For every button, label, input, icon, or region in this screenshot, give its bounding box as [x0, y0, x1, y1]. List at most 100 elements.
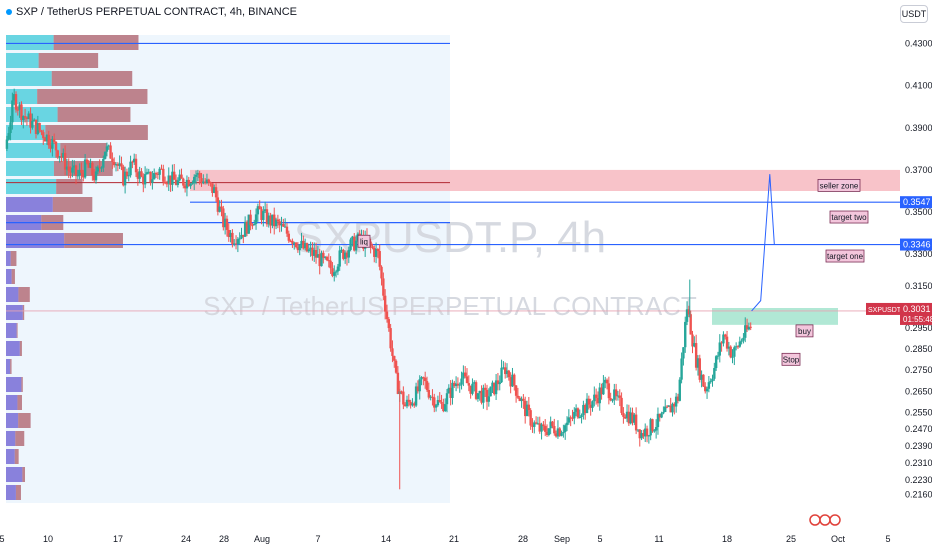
price-tick-label[interactable]: 0.3150 — [905, 281, 932, 291]
candle-body — [564, 425, 567, 432]
time-axis[interactable]: 5 10 17 24 28 Aug 7 14 21 28 Sep 5 11 18 25 Oct 5 — [0, 534, 891, 544]
candle-body — [349, 239, 352, 250]
time-tick-label[interactable]: 18 — [722, 534, 732, 544]
candle-body — [458, 384, 461, 386]
price-tick-label[interactable]: 0.2470 — [905, 424, 932, 434]
candle-body — [696, 358, 700, 368]
price-tick-label[interactable]: 0.4300 — [905, 38, 932, 48]
time-tick-label[interactable]: Sep — [554, 534, 570, 544]
price-tick-label[interactable]: 0.3300 — [905, 249, 932, 259]
annotation-box — [817, 179, 861, 192]
current-price-value[interactable]: 0.3031 — [903, 304, 931, 314]
time-tick-label[interactable]: Oct — [831, 534, 846, 544]
countdown-value[interactable]: 01:55:48 — [903, 315, 932, 324]
candle-body — [72, 165, 76, 168]
candle-body — [302, 240, 305, 249]
price-tick-label[interactable]: 0.2390 — [905, 441, 932, 451]
candle-body — [87, 162, 90, 168]
candle-body — [651, 419, 654, 432]
candle-body — [529, 410, 532, 426]
time-tick-label[interactable]: 28 — [219, 534, 229, 544]
candle-body — [569, 417, 572, 419]
time-tick-label[interactable]: 11 — [654, 534, 663, 544]
event-flags[interactable] — [809, 514, 841, 526]
price-tick-label[interactable]: 0.2650 — [905, 386, 932, 396]
price-tick-label[interactable]: 0.2230 — [905, 475, 932, 485]
candle-body — [67, 166, 70, 171]
price-tick-label[interactable]: 0.2550 — [905, 407, 932, 417]
candle-body — [644, 428, 647, 437]
us-flag-icon[interactable] — [829, 514, 841, 526]
vp-bar-up — [6, 431, 16, 446]
candle-body — [187, 179, 190, 187]
time-tick-label[interactable]: 17 — [113, 534, 123, 544]
level-price-tag[interactable] — [900, 238, 932, 251]
price-tick-label[interactable]: 0.3900 — [905, 123, 932, 133]
time-tick-label[interactable]: 25 — [786, 534, 796, 544]
candle-body — [249, 214, 252, 226]
time-tick-label[interactable]: 5 — [0, 534, 5, 544]
current-price-tag[interactable] — [900, 302, 932, 325]
time-tick-label[interactable]: 24 — [181, 534, 191, 544]
us-flag-icon[interactable] — [819, 514, 831, 526]
price-tick-label[interactable]: 0.2160 — [905, 490, 932, 500]
candle-body — [40, 130, 43, 133]
vp-bar-up — [6, 449, 15, 464]
candle-body — [303, 243, 307, 249]
price-tick-label[interactable]: 0.2750 — [905, 365, 932, 375]
vp-bar-down — [37, 89, 148, 104]
level-price-tag-label[interactable]: 0.3547 — [903, 197, 931, 207]
candle-body — [567, 417, 571, 423]
candle-body — [153, 173, 156, 180]
candle-body — [560, 433, 563, 436]
candle-body — [403, 404, 407, 407]
candle-body — [736, 346, 740, 348]
candle-body — [163, 181, 167, 184]
time-tick-label[interactable]: 28 — [518, 534, 528, 544]
time-tick-label[interactable]: 10 — [43, 534, 53, 544]
candle-body — [353, 236, 356, 251]
symbol-tag[interactable] — [866, 302, 900, 315]
candle-body — [507, 370, 511, 378]
candle-body — [385, 311, 389, 320]
candle-body — [47, 134, 50, 146]
price-tick-label[interactable]: 0.2950 — [905, 323, 932, 333]
candle-body — [489, 386, 492, 397]
candle-body — [716, 355, 720, 357]
price-tick-label[interactable]: 0.4100 — [905, 81, 932, 91]
candle-body — [469, 385, 472, 394]
time-tick-label[interactable]: 21 — [449, 534, 459, 544]
time-tick-label[interactable]: 7 — [315, 534, 320, 544]
candle-body — [480, 390, 483, 403]
vp-bar-up — [6, 233, 65, 248]
candle-body — [554, 433, 558, 437]
vp-bar-down — [18, 413, 31, 428]
candle-body — [724, 334, 727, 337]
candle-body — [34, 119, 38, 134]
candle-body — [78, 169, 81, 176]
price-tick-label[interactable]: 0.3500 — [905, 207, 932, 217]
time-tick-label[interactable]: 5 — [885, 534, 890, 544]
price-tick-label[interactable]: 0.2310 — [905, 458, 932, 468]
time-tick-label[interactable]: Aug — [254, 534, 270, 544]
time-tick-label[interactable]: 14 — [381, 534, 391, 544]
candle-body — [20, 104, 23, 121]
time-tick-label[interactable]: 5 — [597, 534, 602, 544]
vp-bar-up — [6, 251, 11, 266]
candle-body — [496, 380, 500, 385]
candle-body — [727, 346, 731, 349]
us-flag-icon[interactable] — [809, 514, 821, 526]
symbol-tag-label[interactable]: SXPUSDT.P — [868, 307, 907, 314]
annotation-label: target one — [827, 252, 864, 261]
price-axis[interactable]: 0.4300 0.4100 0.3900 0.3700 0.3500 0.3300 0.31… — [866, 38, 932, 500]
price-tick-label[interactable]: 0.3700 — [905, 165, 932, 175]
price-tick-label[interactable]: 0.2850 — [905, 344, 932, 354]
level-price-tag-label[interactable]: 0.3346 — [903, 240, 931, 250]
currency-button[interactable]: USDT — [900, 5, 928, 23]
candle-body — [218, 206, 221, 212]
candle-body — [280, 223, 283, 226]
level-price-tag[interactable] — [900, 196, 932, 209]
candle-body — [453, 382, 456, 387]
